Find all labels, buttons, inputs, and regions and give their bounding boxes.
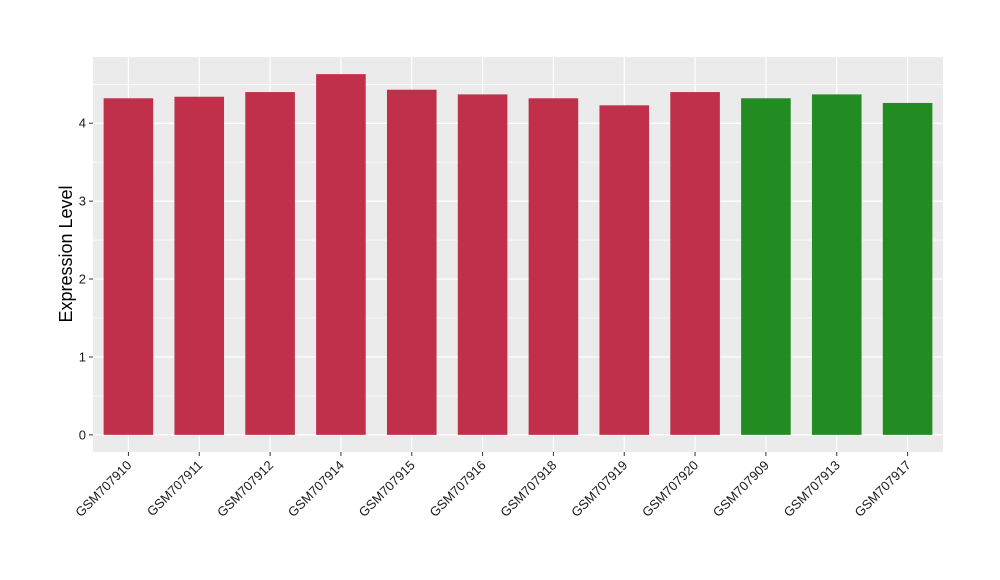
x-axis: GSM707910 GSM707911 GSM707912 GSM707914 GSM7… xyxy=(72,452,914,520)
bar-GSM707913 xyxy=(811,94,862,435)
y-tick-label: 0 xyxy=(79,427,86,442)
bar-GSM707911 xyxy=(174,96,225,435)
x-tick-label: GSM707917 xyxy=(851,458,913,520)
y-axis-title: Expression Level xyxy=(56,185,76,322)
x-tick-label: GSM707920 xyxy=(639,458,701,520)
bar-GSM707920 xyxy=(670,92,720,435)
bar-GSM707917 xyxy=(882,102,933,435)
y-tick-label: 4 xyxy=(79,116,86,131)
bar-GSM707915 xyxy=(386,89,437,435)
x-tick-label: GSM707909 xyxy=(710,458,772,520)
bar-GSM707910 xyxy=(103,98,154,435)
x-tick-label: GSM707914 xyxy=(285,458,347,520)
bar-GSM707912 xyxy=(245,92,295,435)
bar-GSM707918 xyxy=(528,98,579,435)
x-tick-label: GSM707919 xyxy=(568,458,630,520)
y-tick-label: 1 xyxy=(79,349,86,364)
x-tick-label: GSM707912 xyxy=(214,458,276,520)
y-tick-label: 2 xyxy=(79,272,86,287)
bar-GSM707914 xyxy=(316,74,366,435)
bar-GSM707916 xyxy=(457,94,508,435)
bar-GSM707909 xyxy=(741,98,791,435)
x-tick-label: GSM707911 xyxy=(144,458,206,520)
x-tick-label: GSM707913 xyxy=(781,458,843,520)
bars xyxy=(103,74,933,435)
y-tick-label: 3 xyxy=(79,194,86,209)
x-tick-label: GSM707918 xyxy=(497,458,559,520)
minor-gridlines xyxy=(93,83,943,397)
y-axis: 0 1 2 3 4 xyxy=(79,116,93,442)
bar-GSM707919 xyxy=(599,105,650,435)
x-tick-label: GSM707915 xyxy=(356,458,418,520)
x-tick-label: GSM707910 xyxy=(72,458,134,520)
x-tick-label: GSM707916 xyxy=(426,458,488,520)
